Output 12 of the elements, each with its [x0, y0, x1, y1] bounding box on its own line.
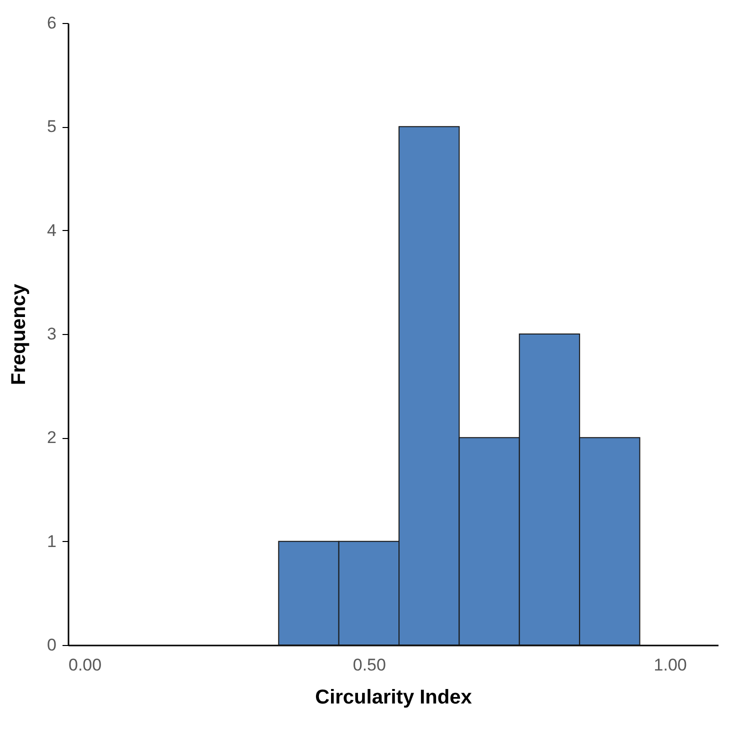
y-tick-label: 0 — [47, 636, 56, 654]
y-tick-label: 4 — [47, 220, 56, 240]
x-tick-label: 0.00 — [68, 656, 102, 674]
y-tick-label: 2 — [47, 428, 56, 448]
y-tick-label: 1 — [47, 532, 56, 551]
y-tick-label: 5 — [47, 117, 56, 136]
x-tick-label: 0.50 — [352, 656, 386, 674]
x-tick-label: 1.00 — [654, 656, 687, 674]
x-axis-title: Circularity Index — [315, 686, 472, 708]
y-tick-label: 3 — [47, 324, 56, 344]
y-tick-label: 6 — [47, 14, 56, 32]
y-axis-title: Frequency — [8, 283, 30, 386]
